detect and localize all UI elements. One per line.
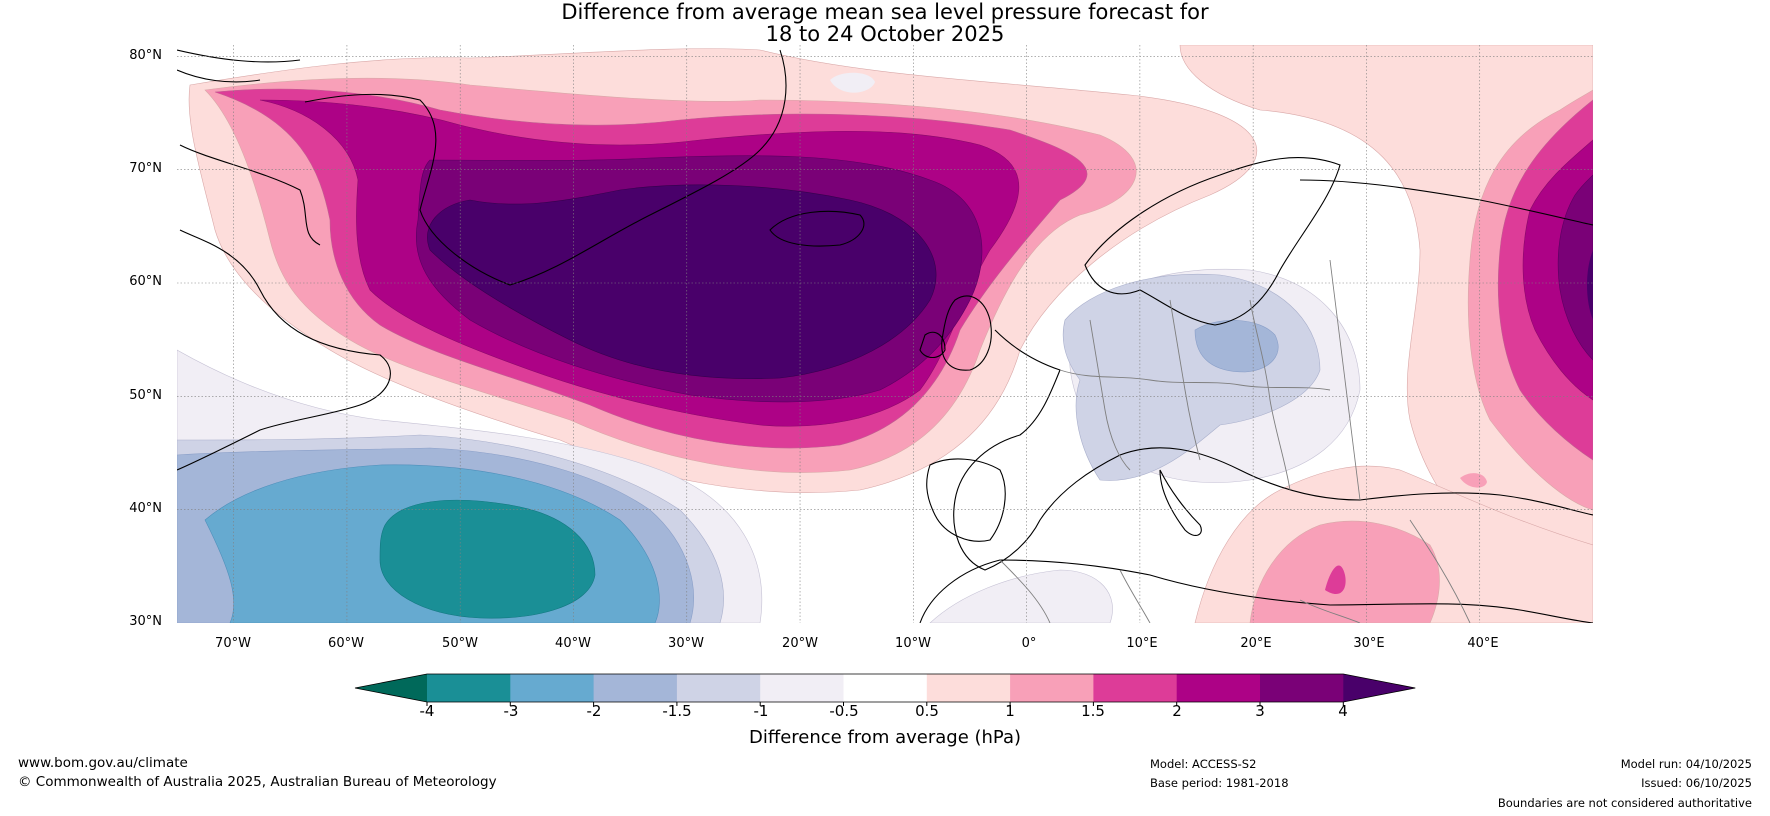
coastlines (177, 49, 1593, 623)
contour-gt-4 (427, 184, 937, 380)
colorbar-segment (1260, 674, 1344, 702)
lon-label-70w: 70°W (215, 636, 251, 651)
canadian-arctic-coast (177, 49, 301, 83)
footer-model-run: Model run: 04/10/2025 (1620, 757, 1752, 771)
colorbar-tick-label: 0.5 (915, 702, 939, 720)
border-line (1249, 299, 1291, 491)
map-field (177, 45, 1593, 623)
colorbar-tick-label: 1.5 (1081, 702, 1105, 720)
contour-barents-0.5-1 (830, 72, 875, 93)
chart-title-line-2: 18 to 24 October 2025 (765, 22, 1005, 46)
contour-east-3-4 (1557, 174, 1593, 361)
lat-label-50n: 50°N (129, 388, 162, 403)
colorbar-segment (760, 674, 844, 702)
colorbar-tick-label: 1 (1005, 702, 1015, 720)
country-borders (999, 259, 1471, 623)
colorbar-segment (1010, 674, 1094, 702)
colorbar-tick-label: -4 (419, 702, 435, 720)
iceland-coast (769, 210, 865, 247)
contour-med-1-1.5 (1249, 520, 1440, 623)
contour-neg-3-4 (379, 499, 596, 619)
colorbar-extension-low (355, 674, 427, 702)
russia-arctic-coast (1299, 179, 1593, 226)
scandinavia-coast (1084, 157, 1341, 326)
lon-label-40w: 40°W (555, 636, 591, 651)
gridlines (177, 45, 1593, 623)
footer-model: Model: ACCESS-S2 (1150, 757, 1257, 771)
colorbar-segment (427, 674, 511, 702)
footer-issued: Issued: 06/10/2025 (1641, 776, 1752, 790)
border-line (999, 559, 1051, 623)
lat-label-80n: 80°N (129, 48, 162, 63)
border-line (1409, 519, 1471, 623)
negative-anomaly-west-atlantic (177, 349, 763, 623)
colorbar-ticks (426, 702, 1344, 706)
border-line (1059, 369, 1331, 391)
colorbar-tick-label: 2 (1172, 702, 1182, 720)
british-isles-coast (919, 295, 992, 371)
colorbar-segment (593, 674, 678, 702)
lon-label-60w: 60°W (328, 636, 364, 651)
positive-anomaly-eastern-mediterranean (1194, 465, 1593, 623)
italy-coast (1159, 469, 1202, 536)
colorbar-segments (354, 673, 1416, 703)
lon-label-20e: 20°E (1240, 636, 1272, 651)
colorbar-segment (843, 674, 928, 702)
greenland-coast (304, 49, 787, 286)
colorbar-tick-label: -1.5 (662, 702, 692, 720)
contour-black-sea-1-1.5 (1460, 473, 1487, 488)
canada-coast (177, 144, 391, 471)
border-line (1329, 259, 1361, 501)
lat-label-30n: 30°N (129, 614, 162, 629)
iberia-coast (926, 458, 1006, 542)
border-line (1119, 569, 1151, 623)
lon-label-30e: 30°E (1353, 636, 1385, 651)
colorbar-tick-label: 4 (1338, 702, 1348, 720)
footer-base-period: Base period: 1981-2018 (1150, 776, 1289, 790)
border-line (1089, 319, 1131, 471)
colorbar-tick-label: -3 (503, 702, 519, 720)
colorbar-tick-label: -0.5 (829, 702, 859, 720)
contour-africa-0.5-1 (929, 569, 1113, 623)
footer-website: www.bom.gov.au/climate (18, 755, 188, 771)
colorbar-segment (1176, 674, 1261, 702)
lon-label-20w: 20°W (782, 636, 818, 651)
positive-anomaly-east (1179, 45, 1593, 586)
lat-label-70n: 70°N (129, 161, 162, 176)
positive-anomaly-iceland (188, 48, 1257, 493)
north-africa-coast (919, 559, 1593, 623)
chart-title-line-1: Difference from average mean sea level p… (561, 0, 1209, 24)
colorbar-segment (676, 674, 761, 702)
border-line (1169, 299, 1201, 461)
colorbar-title: Difference from average (hPa) (748, 727, 1022, 748)
border-line (1299, 599, 1361, 623)
europe-coast (953, 329, 1593, 571)
colorbar-segment (926, 674, 1011, 702)
negative-anomaly-central-europe (830, 72, 1361, 623)
footer-copyright: © Commonwealth of Australia 2025, Austra… (18, 774, 497, 790)
lon-label-10e: 10°E (1126, 636, 1158, 651)
colorbar-extension-high (1343, 674, 1416, 702)
lon-label-50w: 50°W (442, 636, 478, 651)
lon-label-0: 0° (1021, 636, 1037, 651)
contour-med-1.5-2 (1325, 565, 1346, 595)
lat-label-60n: 60°N (129, 274, 162, 289)
lon-label-30w: 30°W (668, 636, 704, 651)
contour-east-gt-4 (1587, 250, 1593, 320)
footer-disclaimer: Boundaries are not considered authoritat… (1497, 796, 1752, 810)
colorbar-segment (510, 674, 595, 702)
colorbar-segment (1093, 674, 1178, 702)
lon-label-10w: 10°W (895, 636, 931, 651)
colorbar (354, 673, 1416, 706)
colorbar-tick-label: -1 (753, 702, 769, 720)
lat-label-40n: 40°N (129, 501, 162, 516)
lon-label-40e: 40°E (1467, 636, 1499, 651)
colorbar-tick-label: 3 (1255, 702, 1265, 720)
colorbar-tick-label: -2 (586, 702, 602, 720)
